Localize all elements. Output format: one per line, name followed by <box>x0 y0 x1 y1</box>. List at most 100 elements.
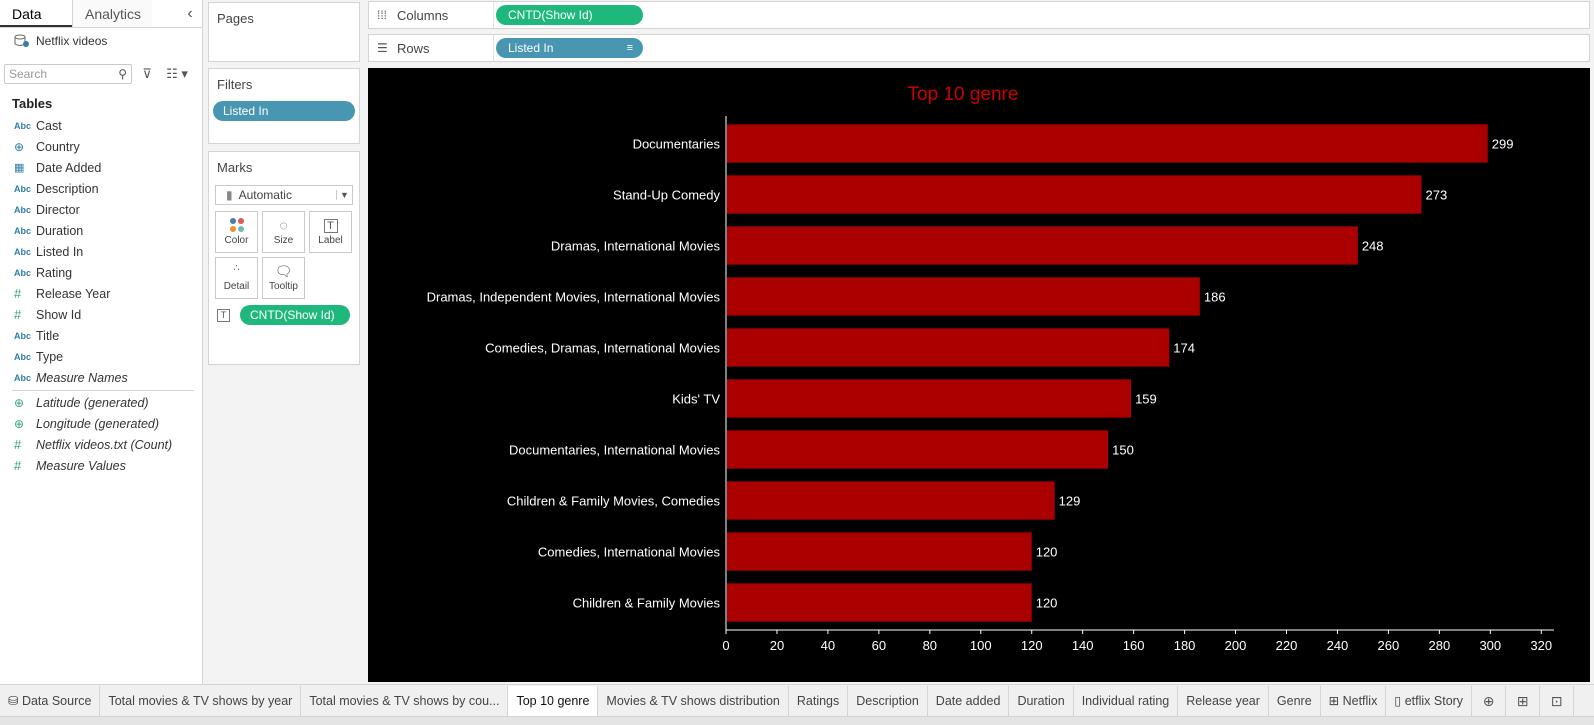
data-label: 248 <box>1362 239 1384 254</box>
datasource-item[interactable]: Netflix videos <box>0 28 202 54</box>
field-rating[interactable]: Abc Rating <box>0 262 202 283</box>
filter-icon[interactable]: ⊽ <box>142 66 152 81</box>
x-tick-label: 180 <box>1174 638 1196 653</box>
pages-card[interactable]: Pages <box>208 2 360 62</box>
field-cast[interactable]: Abc Cast <box>0 115 202 136</box>
field-type[interactable]: Abc Type <box>0 346 202 367</box>
field-listed-in[interactable]: Abc Listed In <box>0 241 202 262</box>
sheet-tab-movies-tv-shows-distribution[interactable]: Movies & TV shows distribution <box>598 685 789 716</box>
marks-title: Marks <box>217 160 253 175</box>
data-label: 120 <box>1036 596 1058 611</box>
field-label: Type <box>36 349 64 364</box>
field-director[interactable]: Abc Director <box>0 199 202 220</box>
sheet-tab-top-10-genre[interactable]: Top 10 genre <box>508 685 599 716</box>
field-release-year[interactable]: # Release Year <box>0 283 202 304</box>
number-type-icon: # <box>14 458 22 473</box>
sheet-tab-total-movies-tv-shows-by-year[interactable]: Total movies & TV shows by year <box>100 685 302 716</box>
sheet-tab-label: Description <box>856 693 919 708</box>
field-title[interactable]: Abc Title <box>0 325 202 346</box>
field-date-added[interactable]: ▦ Date Added <box>0 157 202 178</box>
filters-card[interactable]: Filters Listed In <box>208 68 360 144</box>
field-measure-names[interactable]: Abc Measure Names <box>0 367 202 388</box>
rows-shelf[interactable]: ☰ Rows Listed In ≡ <box>368 34 1590 62</box>
datasource-icon <box>14 34 29 47</box>
database-icon: ⛁ <box>8 693 22 708</box>
chart-view: Top 10 genre Documentaries 299 Stand-Up Com… <box>368 68 1590 682</box>
sheet-tab-date-added[interactable]: Date added <box>928 685 1010 716</box>
field-description[interactable]: Abc Description <box>0 178 202 199</box>
sheet-tab-etflix-story[interactable]: ▯ etflix Story <box>1386 685 1473 716</box>
sheet-tab-duration[interactable]: Duration <box>1009 685 1074 716</box>
sheet-tab-netflix[interactable]: ⊞ Netflix <box>1321 685 1387 716</box>
mark-label-button[interactable]: T Label <box>309 211 352 253</box>
new-dashboard-icon[interactable]: ⊞ <box>1506 685 1541 716</box>
number-type-icon: # <box>14 307 22 322</box>
mark-color-label: Color <box>224 235 249 246</box>
mark-detail-button[interactable]: ∴ Detail <box>215 257 258 299</box>
chevron-left-icon[interactable]: ‹ <box>187 5 193 22</box>
x-tick-label: 280 <box>1429 638 1451 653</box>
data-label: 159 <box>1135 392 1157 407</box>
field-label: Date Added <box>36 160 102 175</box>
sheet-tab-label: Release year <box>1186 693 1260 708</box>
field-measure-values[interactable]: # Measure Values <box>0 455 202 476</box>
field-label: Cast <box>36 118 62 133</box>
field-netflix-videos-txt-count[interactable]: # Netflix videos.txt (Count) <box>0 434 202 455</box>
field-label: Duration <box>36 223 84 238</box>
mark-tooltip-label: Tooltip <box>269 281 298 292</box>
x-tick-label: 260 <box>1378 638 1400 653</box>
rows-pill-listed-in[interactable]: Listed In ≡ <box>496 38 643 58</box>
category-label: Children & Family Movies <box>573 596 721 611</box>
sheet-tab-release-year[interactable]: Release year <box>1178 685 1269 716</box>
field-label: Netflix videos.txt (Count) <box>36 437 173 452</box>
view-options-icon[interactable]: ☷ ▾ <box>166 66 188 81</box>
sheet-tab-data-source[interactable]: ⛁ Data Source <box>0 685 101 716</box>
tab-data[interactable]: Data <box>0 0 72 27</box>
field-label: Longitude (generated) <box>36 416 160 431</box>
columns-pill-cntd-show-id[interactable]: CNTD(Show Id) <box>496 5 643 25</box>
field-duration[interactable]: Abc Duration <box>0 220 202 241</box>
field-label: Country <box>36 139 80 154</box>
search-input[interactable]: Search ⚲ <box>4 64 132 84</box>
marks-pill-cntd-show-id[interactable]: CNTD(Show Id) <box>240 305 350 325</box>
chart-title: Top 10 genre <box>908 84 1019 105</box>
filter-pill-listed-in[interactable]: Listed In <box>213 101 355 121</box>
bar-3 <box>727 277 1200 316</box>
columns-shelf[interactable]: ⁞⁞⁞ Columns CNTD(Show Id) <box>368 1 1590 29</box>
mark-type-dropdown[interactable]: ▮ Automatic ▼ <box>215 185 353 205</box>
mark-color-button[interactable]: Color <box>215 211 258 253</box>
field-label: Title <box>36 328 60 343</box>
rows-label-text: Rows <box>397 40 430 56</box>
data-label: 150 <box>1112 443 1134 458</box>
field-longitude-generated[interactable]: ⊕ Longitude (generated) <box>0 413 202 434</box>
mark-tooltip-button[interactable]: 🗨 Tooltip <box>262 257 305 299</box>
new-worksheet-icon[interactable]: ⊕ <box>1472 685 1507 716</box>
tab-analytics[interactable]: Analytics <box>72 0 152 27</box>
sheet-tab-label: Ratings <box>796 693 840 708</box>
detail-icon: ∴ <box>233 263 240 274</box>
string-type-icon: Abc <box>14 183 32 194</box>
field-label: Measure Values <box>36 458 126 473</box>
new-story-icon[interactable]: ⊡ <box>1540 685 1575 716</box>
sheet-tab-total-movies-tv-shows-by-cou[interactable]: Total movies & TV shows by cou... <box>301 685 509 716</box>
field-label: Listed In <box>36 244 84 259</box>
field-latitude-generated[interactable]: ⊕ Latitude (generated) <box>0 392 202 413</box>
bar-1 <box>727 175 1422 214</box>
field-show-id[interactable]: # Show Id <box>0 304 202 325</box>
size-icon: ◌ <box>279 217 288 233</box>
bar-6 <box>727 430 1109 469</box>
sheet-tab-individual-rating[interactable]: Individual rating <box>1074 685 1179 716</box>
category-label: Stand-Up Comedy <box>613 188 720 203</box>
sheet-tab-ratings[interactable]: Ratings <box>789 685 849 716</box>
chevron-down-icon: ▼ <box>336 190 352 200</box>
bar-5 <box>727 379 1132 418</box>
rows-icon: ☰ <box>377 41 388 55</box>
search-icon: ⚲ <box>118 67 127 81</box>
number-type-icon: # <box>14 437 22 452</box>
bar-chart-icon: ▮ <box>226 188 233 202</box>
sheet-tab-genre[interactable]: Genre <box>1269 685 1321 716</box>
sheet-tab-description[interactable]: Description <box>848 685 928 716</box>
sheet-tabs: ⛁ Data Source Total movies & TV shows by … <box>0 684 1594 716</box>
mark-size-button[interactable]: ◌ Size <box>262 211 305 253</box>
field-country[interactable]: ⊕ Country <box>0 136 202 157</box>
